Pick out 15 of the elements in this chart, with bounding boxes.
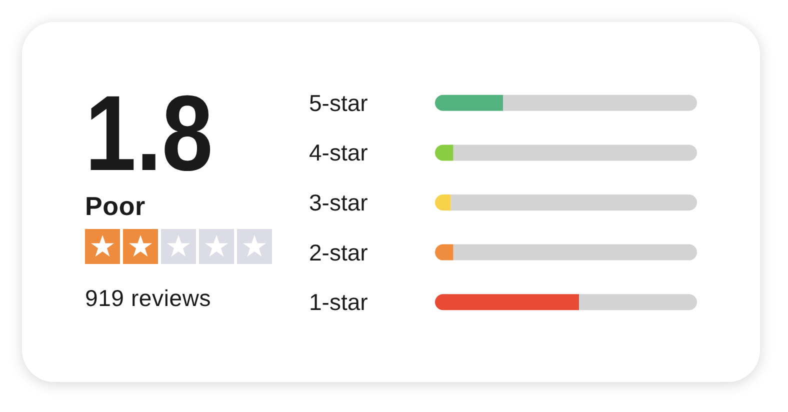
text: Poor: [85, 191, 146, 221]
bar: [435, 94, 504, 111]
bar: [579, 294, 697, 310]
bar: [450, 194, 697, 210]
text: 919 reviews: [85, 285, 212, 311]
y-tick-label: 4-star: [309, 140, 368, 166]
bar: [435, 294, 580, 310]
bar: [503, 94, 697, 111]
y-tick-label: 5-star: [309, 90, 368, 116]
bar: [453, 144, 697, 161]
y-tick-label: 3-star: [309, 190, 368, 216]
bar: [453, 244, 697, 260]
y-tick-label: 1-star: [309, 289, 368, 316]
text: 1.8: [85, 73, 213, 193]
y-tick-label: 2-star: [309, 239, 368, 266]
